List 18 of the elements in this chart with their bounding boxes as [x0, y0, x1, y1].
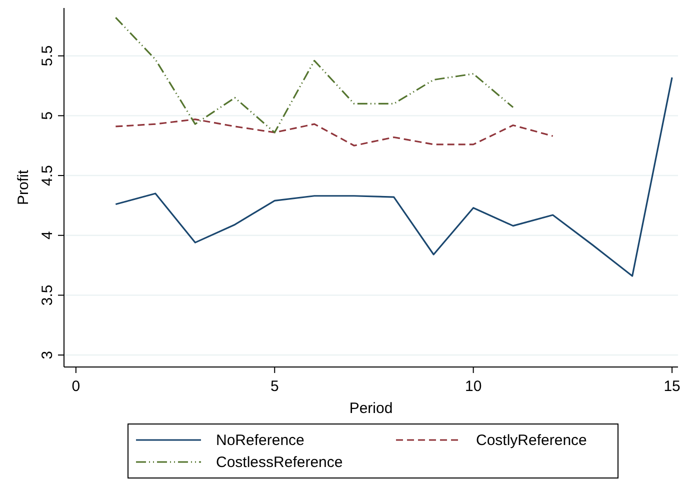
x-tick-label: 10 [464, 378, 482, 395]
y-tick-label: 4.5 [39, 165, 56, 186]
line-series [114, 118, 554, 146]
x-tick-label: 0 [72, 378, 80, 395]
y-tick-label: 4 [39, 231, 56, 240]
x-tick-label: 15 [664, 378, 680, 395]
y-axis-title: Profit [15, 169, 32, 206]
y-tick-label: 5.5 [39, 45, 56, 66]
x-tick-label: 5 [270, 378, 279, 395]
y-tick-label: 5 [39, 112, 56, 120]
y-tick-label: 3.5 [39, 284, 56, 306]
x-axis-title: Period [349, 400, 393, 417]
legend-label: CostlessReference [216, 454, 343, 471]
legend-label: NoReference [216, 432, 304, 449]
y-tick-label: 3 [39, 350, 56, 360]
legend-label: CostlyReference [476, 432, 587, 449]
line-series [114, 16, 514, 134]
line-series [114, 76, 673, 277]
